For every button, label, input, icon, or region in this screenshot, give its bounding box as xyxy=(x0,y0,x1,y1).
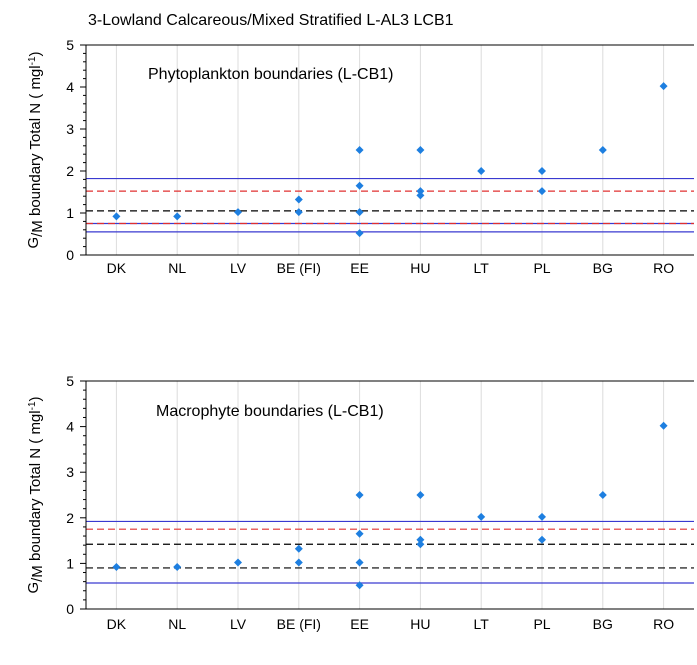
x-tick-label: LV xyxy=(230,260,247,276)
data-point xyxy=(416,491,425,499)
data-point xyxy=(416,191,425,200)
data-point xyxy=(659,82,668,91)
y-tick-label: 2 xyxy=(66,163,74,179)
y-tick-label: 5 xyxy=(66,373,74,389)
y-tick-label: 0 xyxy=(66,247,74,263)
data-point xyxy=(112,212,121,221)
panel-annotation: Phytoplankton boundaries (L-CB1) xyxy=(148,66,393,83)
ylabel-text: boundary Total N ( mgl xyxy=(27,65,44,220)
y-tick-label: 4 xyxy=(66,419,74,435)
ylabel-m: M xyxy=(29,220,46,233)
data-point xyxy=(294,558,303,567)
data-point xyxy=(538,187,546,196)
y-axis-label: G/M boundary Total N ( mgl-1) xyxy=(25,51,46,248)
data-point xyxy=(416,540,425,549)
ylabel-g: G xyxy=(25,582,42,594)
y-tick-label: 5 xyxy=(66,37,74,53)
x-tick-label: RO xyxy=(653,616,674,632)
ylabel-slash: / xyxy=(29,232,46,237)
ylabel-g: G xyxy=(25,237,42,249)
data-point xyxy=(355,581,364,590)
x-tick-label: DK xyxy=(107,260,127,276)
ylabel-m: M xyxy=(29,565,46,578)
data-point xyxy=(294,195,303,204)
y-tick-label: 3 xyxy=(66,464,74,480)
ylabel-text: boundary Total N ( mgl xyxy=(27,410,44,565)
panel-annotation: Macrophyte boundaries (L-CB1) xyxy=(156,403,384,420)
ylabel-close: ) xyxy=(27,396,44,401)
y-axis-label: G/M boundary Total N ( mgl-1) xyxy=(25,396,46,593)
data-point xyxy=(538,535,546,544)
x-tick-label: LT xyxy=(474,260,490,276)
x-tick-label: EE xyxy=(350,260,369,276)
x-tick-label: BE (FI) xyxy=(277,616,321,632)
x-tick-label: PL xyxy=(533,260,550,276)
phytoplankton-panel: 0 1 2 3 4 5 DK NL LV BE (FI) EE HU LT PL BG RO Phytoplan… xyxy=(25,37,694,276)
y-tick-label: 1 xyxy=(66,205,74,221)
figure-title: 3-Lowland Calcareous/Mixed Stratified L-… xyxy=(88,12,454,29)
x-tick-label: BE (FI) xyxy=(277,260,321,276)
data-point xyxy=(538,167,546,175)
ylabel-superscript: -1 xyxy=(27,401,38,410)
x-tick-label: LT xyxy=(474,616,490,632)
x-tick-label: DK xyxy=(107,616,127,632)
data-point xyxy=(598,146,607,154)
data-point xyxy=(173,212,182,221)
x-tick-label: HU xyxy=(410,616,430,632)
data-point xyxy=(477,167,486,175)
data-point xyxy=(355,529,364,538)
data-point xyxy=(355,208,364,217)
data-point xyxy=(659,421,668,430)
data-point xyxy=(355,229,364,238)
data-point xyxy=(234,208,242,217)
data-point xyxy=(234,558,242,567)
x-tick-label: NL xyxy=(168,616,186,632)
data-point xyxy=(477,512,486,521)
data-point xyxy=(355,181,364,190)
x-tick-label: BG xyxy=(593,260,613,276)
y-tick-label: 1 xyxy=(66,555,74,571)
data-point xyxy=(112,563,121,572)
data-point xyxy=(355,558,364,567)
data-point xyxy=(355,491,364,499)
data-point xyxy=(355,146,364,154)
data-point xyxy=(538,512,546,521)
y-tick-label: 0 xyxy=(66,601,74,617)
data-point xyxy=(416,146,425,154)
x-tick-label: HU xyxy=(410,260,430,276)
macrophyte-panel: 0 1 2 3 4 5 DK NL LV BE (FI) EE HU LT PL BG RO Macrophyt… xyxy=(25,373,694,632)
data-point xyxy=(416,187,425,196)
data-point xyxy=(416,535,425,544)
x-tick-label: BG xyxy=(593,616,613,632)
data-point xyxy=(173,563,182,572)
ylabel-slash: / xyxy=(29,577,46,582)
x-tick-label: PL xyxy=(533,616,550,632)
ylabel-superscript: -1 xyxy=(27,56,38,65)
y-tick-label: 4 xyxy=(66,79,74,95)
data-point xyxy=(598,491,607,499)
y-tick-label: 3 xyxy=(66,121,74,137)
x-tick-label: RO xyxy=(653,260,674,276)
data-point xyxy=(294,544,303,553)
x-tick-label: LV xyxy=(230,616,247,632)
ylabel-close: ) xyxy=(27,51,44,56)
y-tick-label: 2 xyxy=(66,510,74,526)
x-tick-label: EE xyxy=(350,616,369,632)
data-point xyxy=(294,208,303,217)
x-tick-label: NL xyxy=(168,260,186,276)
